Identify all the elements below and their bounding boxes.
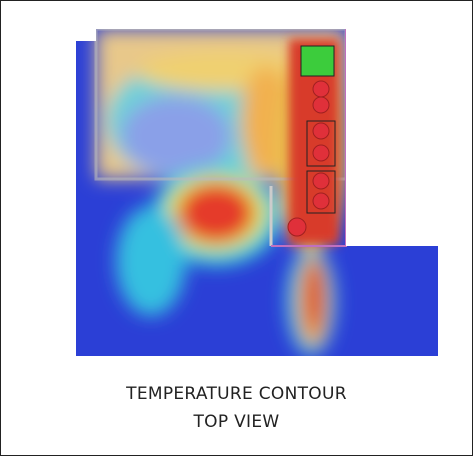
caption-line: TOP VIEW bbox=[193, 412, 280, 432]
contour-field bbox=[76, 29, 438, 356]
contour-image bbox=[76, 29, 438, 356]
caption-line: TEMPERATURE CONTOUR bbox=[126, 384, 347, 404]
